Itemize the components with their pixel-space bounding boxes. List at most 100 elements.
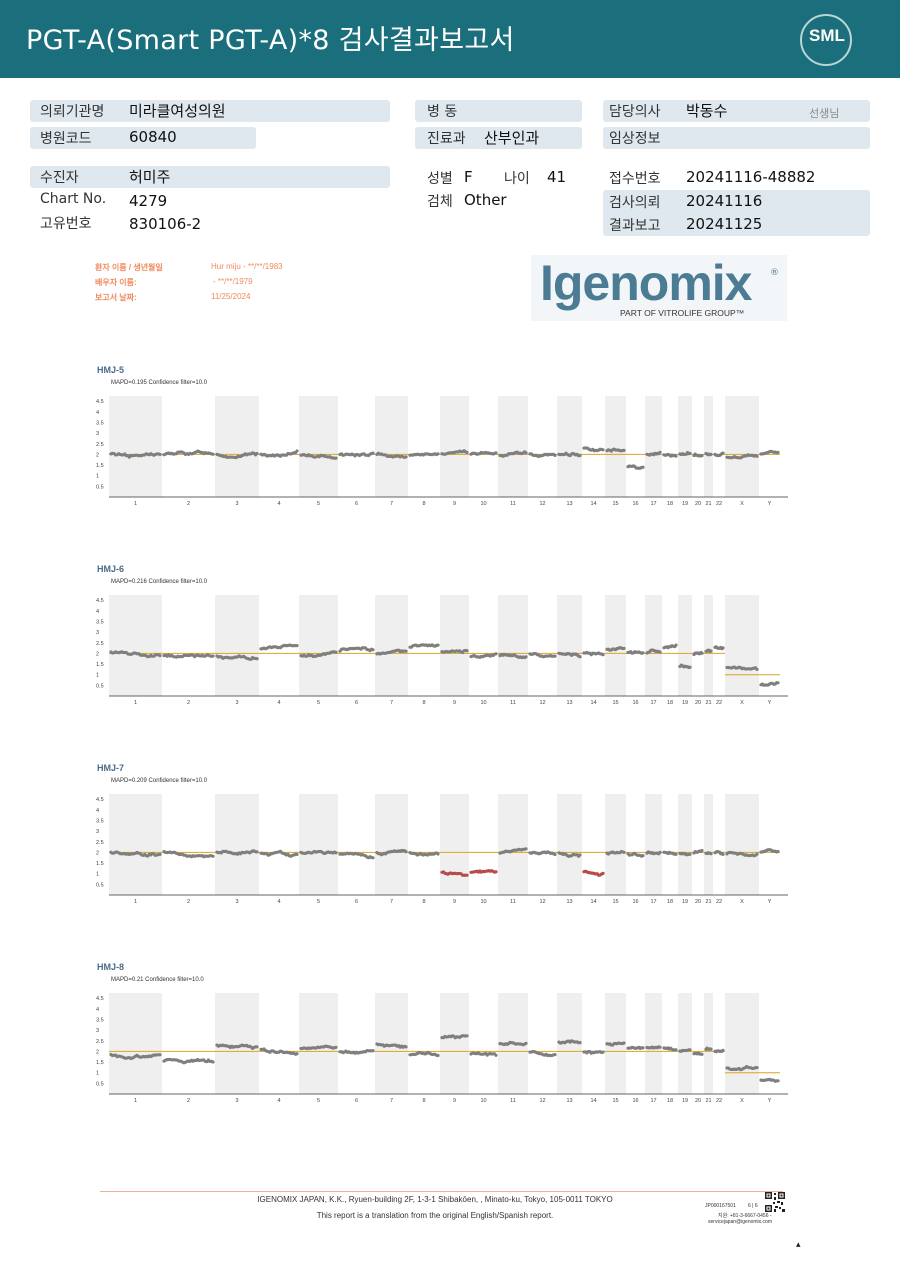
x-tick-label: 22: [716, 501, 722, 507]
x-tick-label: 15: [612, 1098, 618, 1104]
y-tick-label: 3.5: [96, 818, 104, 824]
cnv-plot-hmj-6: 4.543.532.521.510.51 2 3 4 5 6 7 8 9 10 11 12 13 14 15…: [96, 595, 788, 706]
hospital-code-label: 병원코드: [40, 131, 92, 147]
y-tick-label: 1.5: [96, 662, 104, 668]
chromosome-band: [498, 794, 528, 895]
x-tick-label: 13: [566, 1098, 572, 1104]
report-date-value: 20241125: [686, 215, 763, 233]
x-tick-label: 18: [667, 1098, 673, 1104]
chromosome-band: [440, 396, 469, 497]
data-point: [755, 667, 759, 671]
plot-title-4: HMJ-8: [97, 962, 125, 972]
chromosome-band: [605, 396, 626, 497]
data-point: [688, 852, 692, 856]
y-tick-label: 2.5: [96, 840, 104, 846]
data-point: [688, 665, 692, 669]
x-tick-label: 19: [682, 1098, 688, 1104]
x-tick-label: Y: [768, 1098, 772, 1104]
y-tick-label: 1: [96, 872, 99, 878]
x-tick-label: 21: [705, 700, 711, 706]
y-tick-label: 1: [96, 673, 99, 679]
x-tick-label: X: [740, 1098, 744, 1104]
x-tick-label: 18: [667, 501, 673, 507]
x-tick-label: 20: [695, 501, 701, 507]
x-tick-label: Y: [768, 501, 772, 507]
chromosome-band: [704, 794, 713, 895]
y-tick-label: 0.5: [96, 1081, 104, 1087]
data-point: [465, 873, 469, 877]
x-tick-label: 2: [187, 501, 190, 507]
x-tick-label: 15: [612, 899, 618, 905]
data-point: [776, 681, 780, 685]
translated-spouse-value: - **/**/1979: [213, 277, 253, 286]
data-point: [658, 650, 662, 654]
data-point: [721, 852, 725, 856]
x-tick-label: 13: [566, 899, 572, 905]
chromosome-band: [498, 595, 528, 696]
report-date-label: 결과보고: [609, 218, 661, 234]
data-point: [755, 454, 759, 458]
y-tick-label: 2: [96, 1049, 99, 1055]
x-tick-label: 17: [650, 700, 656, 706]
plot-title-3: HMJ-7: [97, 763, 125, 773]
report-header: PGT-A(Smart PGT-A)*8 검사결과보고서 SML: [0, 0, 900, 78]
report-title: PGT-A(Smart PGT-A)*8 검사결과보고서: [26, 25, 515, 56]
hospital-code-value: 60840: [129, 128, 177, 146]
x-tick-label: 4: [277, 700, 280, 706]
data-point: [553, 852, 557, 857]
x-tick-label: 21: [705, 501, 711, 507]
x-tick-label: X: [740, 899, 744, 905]
data-point: [211, 452, 215, 456]
x-tick-label: 3: [235, 1098, 238, 1104]
x-tick-label: 3: [235, 501, 238, 507]
data-point: [709, 649, 713, 653]
x-tick-label: 5: [317, 501, 320, 507]
x-tick-label: 19: [682, 899, 688, 905]
footer-phone: 지원: +81-3-6667-0456 -: [718, 1213, 772, 1219]
chromosome-band: [109, 595, 162, 696]
patient-value: 허미주: [129, 168, 171, 186]
x-tick-label: 6: [355, 501, 358, 507]
footer-translation-note: This report is a translation from the or…: [316, 1211, 554, 1220]
x-tick-label: 19: [682, 501, 688, 507]
receipt-value: 20241116-48882: [686, 168, 816, 186]
data-point: [465, 649, 469, 653]
doctor-label: 담당의사: [609, 104, 661, 120]
x-tick-label: 7: [390, 899, 393, 905]
x-tick-label: 17: [650, 899, 656, 905]
chromosome-band: [645, 794, 662, 895]
data-point: [255, 657, 259, 661]
sml-logo-text: SML: [809, 26, 845, 45]
data-point: [700, 848, 704, 853]
translated-date-label: 보고서 날짜:: [95, 293, 137, 302]
data-point: [295, 852, 299, 856]
x-tick-label: 11: [510, 700, 516, 706]
chromosome-band: [299, 993, 338, 1094]
data-point: [709, 852, 713, 856]
plot-subtitle-1: MAPD=0.195 Confidence filter=10.0: [111, 380, 208, 386]
data-point: [641, 854, 645, 858]
y-tick-label: 3: [96, 431, 99, 437]
data-point: [465, 1034, 469, 1038]
data-point: [553, 1053, 557, 1057]
data-point: [658, 850, 662, 854]
x-tick-label: 14: [590, 700, 596, 706]
x-tick-label: 9: [453, 899, 456, 905]
data-point: [721, 1048, 725, 1052]
clinical-label: 임상정보: [609, 131, 661, 147]
chromosome-band: [725, 595, 759, 696]
translated-spouse-label: 배우자 이름:: [95, 278, 137, 287]
data-point: [211, 1060, 215, 1064]
chromosome-band: [704, 396, 713, 497]
x-tick-label: 10: [480, 1098, 486, 1104]
x-tick-label: 9: [453, 700, 456, 706]
specimen-label: 검체: [427, 194, 453, 210]
data-point: [658, 450, 662, 454]
ward-label: 병 동: [427, 104, 458, 120]
x-tick-label: 22: [716, 700, 722, 706]
x-tick-label: 15: [612, 501, 618, 507]
x-tick-label: 1: [134, 501, 137, 507]
y-tick-label: 1.5: [96, 1060, 104, 1066]
data-point: [700, 651, 704, 655]
y-tick-label: 0.5: [96, 683, 104, 689]
